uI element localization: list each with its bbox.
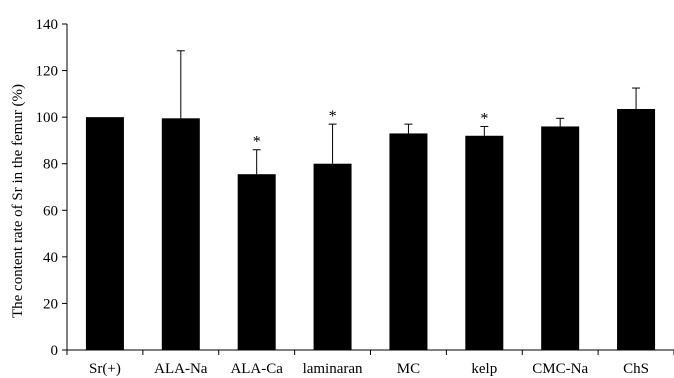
significance-mark-laminaran: * — [329, 108, 337, 125]
x-tick-label-ALA-Na: ALA-Na — [154, 361, 208, 377]
y-tick-label-60: 60 — [43, 203, 58, 219]
significance-mark-kelp: * — [480, 110, 488, 127]
x-tick-label-Sr(+): Sr(+) — [89, 361, 121, 377]
x-tick-label-ALA-Ca: ALA-Ca — [230, 361, 283, 377]
x-tick-label-MC: MC — [397, 361, 420, 377]
y-tick-label-140: 140 — [36, 17, 59, 33]
bar-ALA-Ca — [237, 174, 276, 350]
y-tick-label-120: 120 — [36, 64, 59, 80]
x-tick-label-CMC-Na: CMC-Na — [532, 361, 588, 377]
bar-Sr(+) — [85, 117, 124, 351]
x-tick-label-ChS: ChS — [623, 361, 649, 377]
y-tick-label-100: 100 — [36, 110, 59, 126]
significance-mark-ALA-Ca: * — [253, 134, 261, 151]
bar-kelp — [465, 135, 504, 350]
y-tick-label-80: 80 — [43, 157, 58, 173]
bar-MC — [389, 133, 428, 350]
bar-laminaran — [313, 163, 352, 350]
x-tick-label-laminaran: laminaran — [303, 361, 363, 377]
bar-ALA-Na — [161, 118, 200, 350]
y-axis-label: The content rate of Sr in the femur (%) — [10, 84, 26, 318]
y-tick-label-20: 20 — [43, 296, 58, 312]
bar-ChS — [617, 108, 656, 350]
bar-CMC-Na — [541, 126, 580, 350]
x-tick-label-kelp: kelp — [471, 361, 497, 377]
y-tick-label-40: 40 — [43, 250, 58, 266]
y-tick-label-0: 0 — [51, 343, 59, 359]
plot-area: 0 20 40 60 80 100 120 140 Sr(+) ALA-Na * ALA-Ca * lam… — [36, 17, 674, 377]
